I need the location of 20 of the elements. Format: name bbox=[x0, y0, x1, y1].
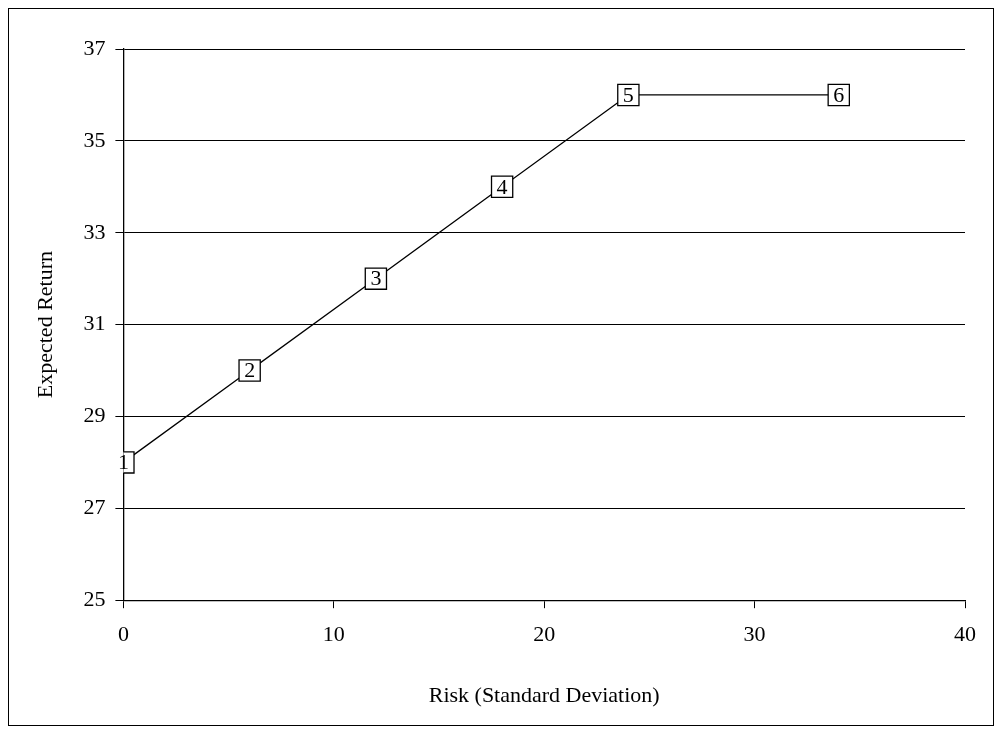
x-tick-label: 0 bbox=[117, 621, 129, 647]
y-tick-label: 27 bbox=[83, 494, 106, 520]
x-tick-label: 20 bbox=[533, 621, 556, 647]
x-axis-title: Risk (Standard Deviation) bbox=[428, 681, 660, 707]
annotation: 2 bbox=[244, 357, 256, 383]
y-tick-label: 33 bbox=[83, 218, 106, 244]
y-tick-label: 35 bbox=[83, 126, 106, 152]
y-tick-label: 29 bbox=[83, 402, 106, 428]
annotation: 6 bbox=[833, 81, 845, 107]
x-tick-label: 40 bbox=[954, 621, 976, 647]
y-axis-title: Expected Return bbox=[31, 250, 57, 399]
annotation: 5 bbox=[622, 81, 634, 107]
x-tick-label: 10 bbox=[322, 621, 345, 647]
y-tick-label: 25 bbox=[83, 585, 106, 611]
x-tick-label: 30 bbox=[743, 621, 766, 647]
y-tick-label: 31 bbox=[83, 310, 106, 336]
annotation: 4 bbox=[496, 173, 508, 199]
annotation: 1 bbox=[117, 449, 129, 475]
annotation: 3 bbox=[370, 265, 382, 291]
y-tick-label: 37 bbox=[83, 34, 106, 60]
